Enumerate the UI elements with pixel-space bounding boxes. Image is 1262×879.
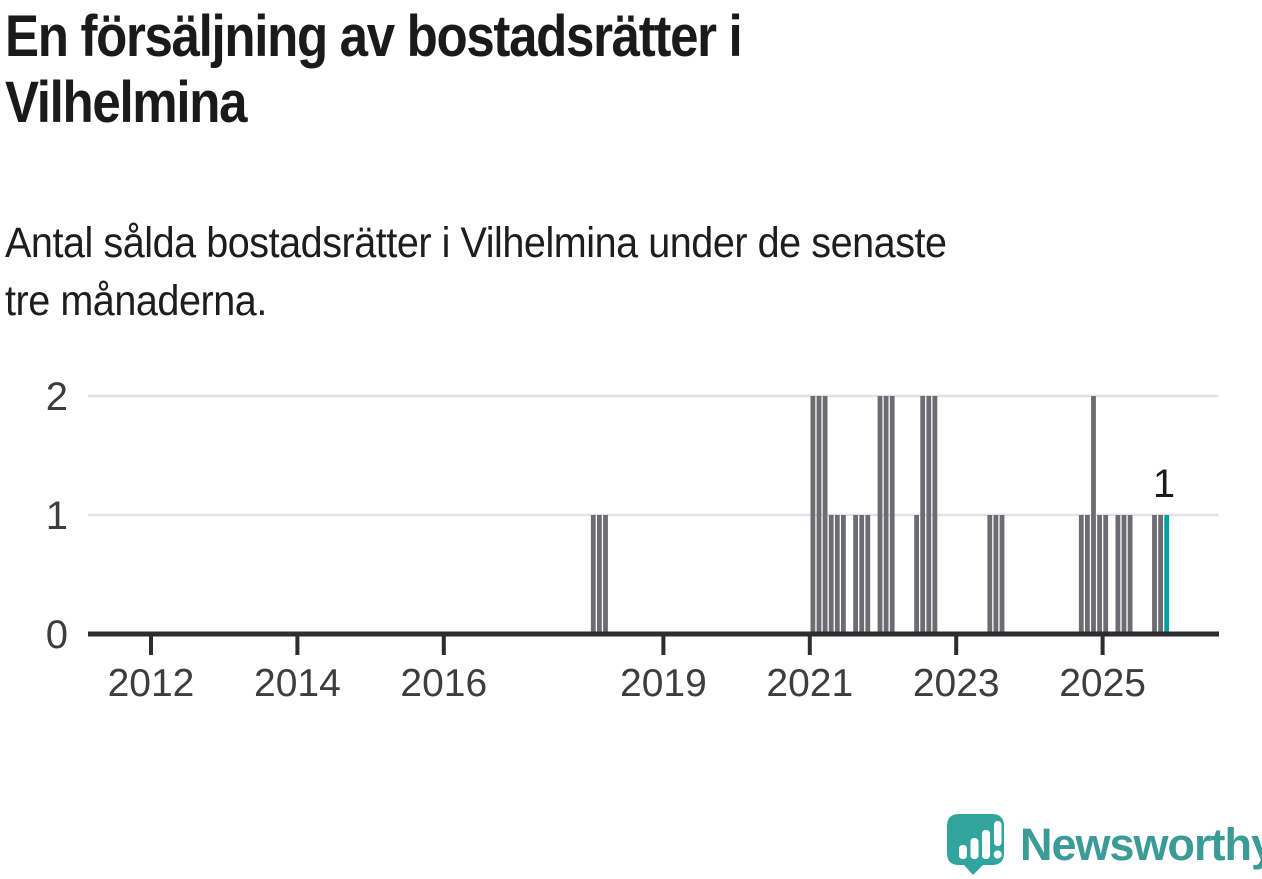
newsworthy-wordmark: Newsworthy bbox=[1020, 819, 1262, 870]
bar-2024-12 bbox=[1097, 515, 1102, 634]
bar-2021-06 bbox=[841, 515, 846, 634]
bar-2022-08 bbox=[926, 396, 932, 634]
bar-2021-12 bbox=[877, 396, 883, 634]
x-axis-ticks: 2012 2014 2016 2019 2021 2023 2025 bbox=[108, 634, 1146, 705]
x-axis-tick-label-2023: 2023 bbox=[913, 662, 1000, 705]
y-axis-tick-label-2: 2 bbox=[46, 375, 68, 419]
x-axis-tick-label-2014: 2014 bbox=[254, 662, 341, 705]
bar-2022-06 bbox=[914, 515, 919, 634]
bar-2025-09 bbox=[1152, 515, 1157, 634]
bar-2021-09 bbox=[859, 515, 865, 634]
bar-2024-09 bbox=[1078, 515, 1084, 634]
bar-2018-01 bbox=[590, 515, 596, 634]
x-axis-tick-label-2016: 2016 bbox=[400, 662, 487, 705]
bar-2023-08 bbox=[999, 515, 1005, 634]
x-axis-tick-label-2019: 2019 bbox=[620, 662, 707, 705]
bar-2021-05 bbox=[834, 515, 840, 634]
bar-2021-03 bbox=[822, 396, 828, 634]
icon-exclamation-dot bbox=[993, 850, 1002, 859]
newsworthy-icon bbox=[947, 814, 1004, 875]
bar-2023-06 bbox=[987, 515, 993, 634]
bar-2021-08 bbox=[853, 515, 858, 634]
bar-2023-07 bbox=[993, 515, 999, 634]
bar-2018-02 bbox=[597, 515, 602, 634]
x-axis-tick-label-2025: 2025 bbox=[1059, 662, 1146, 705]
x-axis-tick-label-2012: 2012 bbox=[108, 662, 195, 705]
bar-2022-07 bbox=[920, 396, 926, 634]
bar-2025-01 bbox=[1103, 515, 1109, 634]
y-axis-tick-label-0: 0 bbox=[46, 613, 68, 657]
bar-2021-02 bbox=[816, 396, 822, 634]
bar-2025-03 bbox=[1115, 515, 1121, 634]
bar-2025-10 bbox=[1158, 515, 1163, 634]
icon-bar-large bbox=[982, 830, 990, 859]
y-axis-tick-label-1: 1 bbox=[46, 494, 68, 538]
icon-bar-medium bbox=[970, 838, 979, 859]
icon-bar-small bbox=[959, 845, 967, 859]
bar-2025-04 bbox=[1121, 515, 1127, 634]
chart-subtitle: Antal sålda bostadsrätter i Vilhelmina u… bbox=[5, 219, 947, 326]
bar-2018-03 bbox=[603, 515, 608, 634]
bar-2022-02 bbox=[889, 396, 895, 634]
bar-2024-11 bbox=[1091, 396, 1096, 634]
newsworthy-logo: Newsworthy bbox=[947, 814, 1262, 876]
chart-title: En försäljning av bostadsrätter i Vilhel… bbox=[5, 4, 743, 136]
bar-2024-10 bbox=[1085, 515, 1090, 634]
bar-2021-10 bbox=[865, 515, 871, 634]
bar-2021-04 bbox=[828, 515, 834, 634]
latest-value-label: 1 bbox=[1153, 462, 1175, 506]
x-axis-tick-label-2021: 2021 bbox=[766, 662, 853, 705]
bar-2022-01 bbox=[883, 396, 889, 634]
bars-group bbox=[590, 396, 1170, 634]
bar-2025-05 bbox=[1127, 515, 1133, 634]
bar-2022-09 bbox=[932, 396, 938, 634]
bar-2021-01 bbox=[810, 396, 816, 634]
icon-exclamation-stem bbox=[994, 821, 1002, 846]
bar-2025-11 bbox=[1164, 515, 1170, 634]
